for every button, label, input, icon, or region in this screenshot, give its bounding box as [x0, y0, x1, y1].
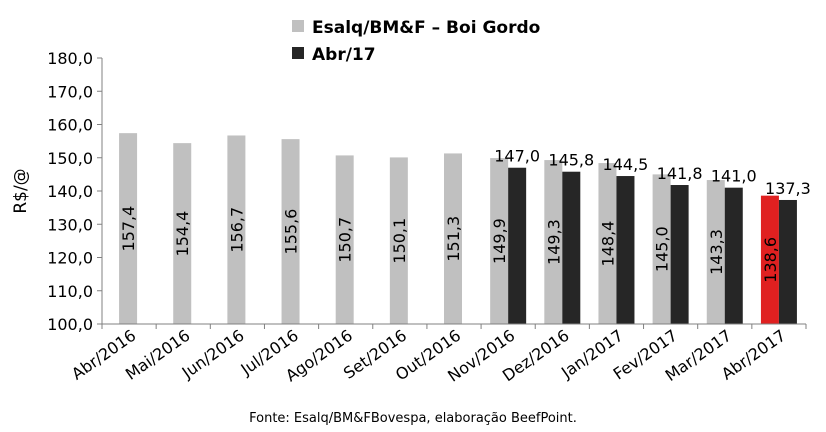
bar-series-1: [544, 160, 563, 324]
bar-value-label-series-1: 150,7: [336, 217, 355, 263]
bar-value-label-series-2: 141,0: [711, 167, 757, 186]
bar-value-label-series-1: 156,7: [227, 207, 246, 253]
bar-series-1: [444, 153, 462, 324]
bars-group: 157,4 154,4 156,7 155,6 150,7 150,1 151,3 149,9…: [119, 133, 811, 324]
bar-value-label-series-2: 144,5: [603, 155, 649, 174]
legend: Esalq/BM&F – Boi Gordo Abr/17: [292, 18, 540, 65]
y-tick-label: 120,0: [47, 249, 93, 268]
bar-series-1: [598, 163, 617, 324]
bar-value-label-series-1: 157,4: [119, 206, 138, 252]
bar-value-label-series-1: 148,4: [598, 221, 617, 267]
bar-series-1: [652, 174, 671, 324]
bar-series-1: [173, 143, 192, 324]
legend-swatch-series-1: [292, 20, 304, 32]
bar-series-2: [562, 171, 581, 324]
bar-value-label-series-1: 149,9: [490, 218, 509, 264]
bar-series-2: [778, 199, 797, 324]
bar-value-label-series-1: 150,1: [390, 218, 409, 264]
legend-label-series-2: Abr/17: [312, 45, 376, 65]
legend-swatch-series-2: [292, 47, 304, 59]
bar-value-label-series-2: 147,0: [494, 147, 540, 166]
bar-value-label-series-2: 145,8: [548, 151, 594, 170]
bar-value-label-series-2: 137,3: [765, 179, 811, 198]
bar-value-label-series-1: 138,6: [761, 237, 780, 283]
legend-label-series-1: Esalq/BM&F – Boi Gordo: [312, 18, 540, 38]
bar-value-label-series-1: 151,3: [444, 216, 463, 262]
y-tick-label: 100,0: [47, 315, 93, 334]
bar-series-1: [335, 155, 354, 324]
bar-series-1: [281, 139, 300, 324]
y-tick-label: 160,0: [47, 116, 93, 135]
bar-series-1: [389, 157, 408, 324]
y-tick-label: 110,0: [47, 282, 93, 301]
bar-series-2: [724, 187, 743, 324]
bar-value-label-series-2: 141,8: [657, 164, 703, 183]
bar-series-1: [227, 135, 246, 324]
bar-series-2: [670, 185, 689, 324]
bar-value-label-series-1: 143,3: [707, 229, 726, 275]
bar-value-label-series-1: 145,0: [653, 226, 672, 272]
bar-value-label-series-1: 155,6: [282, 209, 301, 255]
y-tick-label: 130,0: [47, 215, 93, 234]
y-axis: 100,0 110,0 120,0 130,0 140,0 150,0 160,0 170,0…: [47, 49, 103, 334]
bar-series-1: [490, 158, 509, 324]
bar-series-1: [119, 133, 138, 324]
bar-value-label-series-1: 154,4: [173, 211, 192, 257]
y-tick-label: 170,0: [47, 82, 93, 101]
y-axis-label: R$/@: [11, 168, 31, 213]
bar-series-2: [616, 176, 635, 324]
bar-series-1: [760, 195, 779, 324]
bar-series-2: [508, 167, 527, 324]
y-tick-label: 140,0: [47, 182, 93, 201]
bar-value-label-series-1: 149,3: [544, 219, 563, 265]
source-note: Fonte: Esalq/BM&FBovespa, elaboração Bee…: [249, 411, 577, 426]
y-tick-label: 150,0: [47, 149, 93, 168]
y-tick-label: 180,0: [47, 49, 93, 68]
bar-series-1: [706, 180, 725, 324]
x-axis: Abr/2016Mai/2016Jun/2016Jul/2016Ago/2016…: [68, 323, 807, 386]
